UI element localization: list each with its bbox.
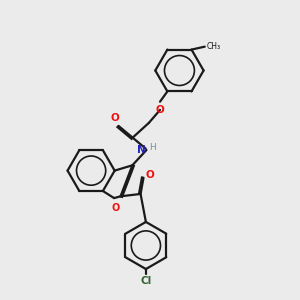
Text: O: O xyxy=(156,105,164,115)
Text: O: O xyxy=(146,170,154,180)
Text: Cl: Cl xyxy=(140,275,152,286)
Text: H: H xyxy=(149,143,156,152)
Text: CH₃: CH₃ xyxy=(206,42,220,51)
Text: O: O xyxy=(111,113,119,123)
Text: O: O xyxy=(111,203,119,213)
Text: N: N xyxy=(137,145,146,155)
